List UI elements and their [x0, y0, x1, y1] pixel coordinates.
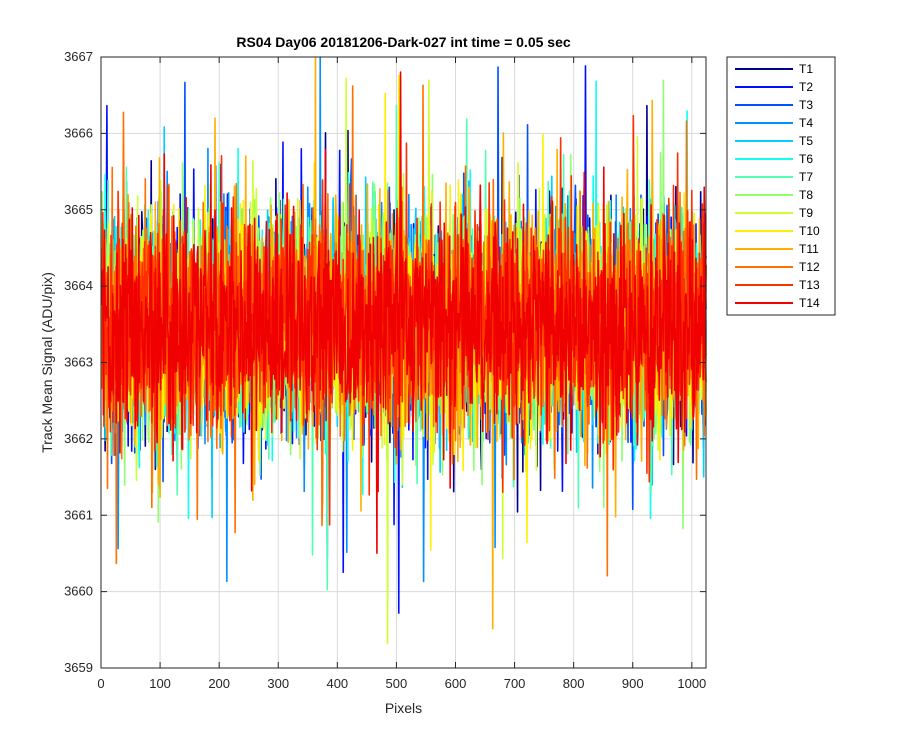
- x-tick-label: 200: [208, 676, 230, 691]
- series-line-t14: [100, 71, 707, 554]
- legend-box: [726, 56, 836, 316]
- y-tick-label: 3661: [64, 507, 93, 522]
- x-tick-label: 400: [326, 676, 348, 691]
- x-tick-label: 0: [97, 676, 104, 691]
- legend-entry-label: T13: [799, 278, 820, 292]
- chart-title: RS04 Day06 20181206-Dark-027 int time = …: [236, 34, 570, 50]
- legend: T1 T2 T3 T4 T5 T6 T7 T8 T9 T10 T11 T12 T13 T14: [726, 56, 836, 316]
- legend-entry-label: T14: [799, 296, 820, 310]
- x-tick-label: 600: [445, 676, 467, 691]
- y-tick-label: 3660: [64, 584, 93, 599]
- y-tick-label: 3665: [64, 202, 93, 217]
- legend-entry-label: T8: [799, 188, 813, 202]
- x-tick-label: 800: [563, 676, 585, 691]
- x-tick-label: 100: [149, 676, 171, 691]
- legend-entry-label: T3: [799, 98, 813, 112]
- x-tick-label: 700: [504, 676, 526, 691]
- legend-entry-label: T11: [799, 242, 819, 256]
- x-axis-label: Pixels: [385, 700, 422, 716]
- legend-entry-label: T12: [799, 260, 820, 274]
- y-tick-label: 3659: [64, 660, 93, 675]
- x-tick-label: 1000: [677, 676, 706, 691]
- y-tick-label: 3663: [64, 355, 93, 370]
- x-tick-label: 500: [386, 676, 408, 691]
- y-tick-label: 3667: [64, 49, 93, 64]
- legend-entry-label: T6: [799, 152, 813, 166]
- y-tick-label: 3666: [64, 125, 93, 140]
- legend-entry-label: T7: [799, 170, 813, 184]
- y-tick-label: 3664: [64, 278, 93, 293]
- legend-entry-label: T2: [799, 80, 813, 94]
- legend-entry-label: T9: [799, 206, 813, 220]
- y-axis-label: Track Mean Signal (ADU/pix): [39, 272, 55, 453]
- legend-entry-label: T10: [799, 224, 820, 238]
- x-tick-label: 300: [267, 676, 289, 691]
- x-tick-label: 900: [622, 676, 644, 691]
- y-tick-label: 3662: [64, 431, 93, 446]
- legend-entry-label: T4: [799, 116, 813, 130]
- series-layer: [100, 56, 707, 645]
- legend-entry-label: T1: [799, 62, 813, 76]
- legend-entry-label: T5: [799, 134, 813, 148]
- axis-ticks: 0 100 200 300 400 500 600 700 800 900 1000 3659 3660…: [64, 49, 706, 691]
